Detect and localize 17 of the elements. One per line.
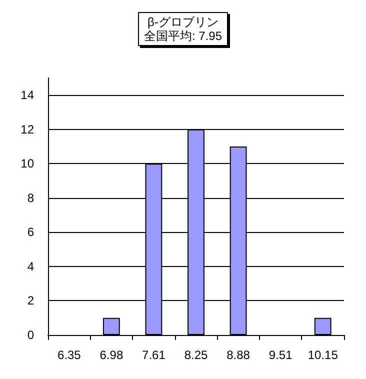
x-tick-label: 8.88	[226, 348, 250, 362]
x-tick-label: 6.35	[57, 348, 82, 362]
chart-subtitle: 全国平均: 7.95	[144, 29, 222, 43]
y-tick-label: 0	[27, 328, 34, 342]
x-tick-label: 10.15	[308, 348, 338, 362]
x-tick-label: 7.61	[142, 348, 166, 362]
y-tick-label: 4	[27, 259, 34, 274]
y-tick-label: 10	[20, 156, 34, 171]
chart-title: β-グロブリン	[148, 15, 218, 29]
x-tick-label: 8.25	[184, 348, 208, 362]
y-tick-label: 14	[20, 88, 34, 102]
y-tick-label: 2	[27, 294, 34, 308]
y-tick-label: 8	[27, 190, 34, 205]
y-tick-label: 6	[27, 225, 34, 240]
y-tick-label: 12	[20, 122, 34, 136]
x-tick-label: 6.98	[100, 348, 124, 362]
x-tick-label: 9.51	[268, 348, 293, 362]
